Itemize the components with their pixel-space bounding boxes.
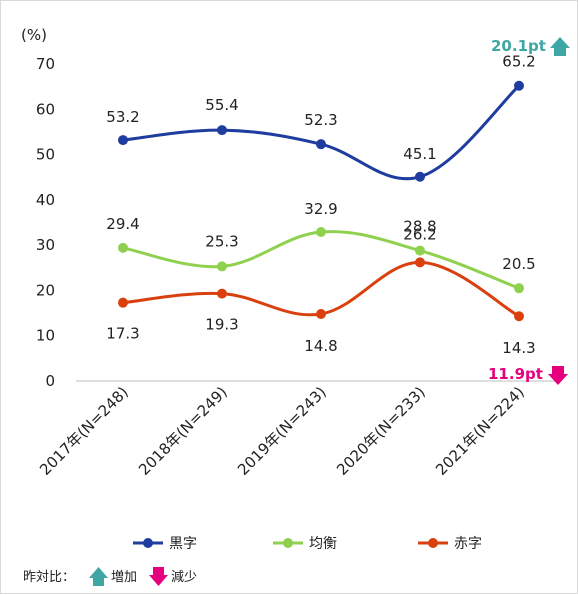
data-point bbox=[514, 283, 524, 294]
y-tick-label: 50 bbox=[36, 146, 55, 164]
decrease-change-label: 11.9pt bbox=[488, 365, 543, 383]
data-label: 17.3 bbox=[106, 325, 139, 343]
y-tick-label: 0 bbox=[45, 372, 55, 390]
data-point bbox=[514, 311, 524, 322]
data-point bbox=[316, 227, 326, 238]
note-decrease-label: 減少 bbox=[171, 569, 197, 585]
y-tick-label: 60 bbox=[36, 100, 55, 118]
legend-marker bbox=[428, 538, 438, 548]
y-tick-label: 30 bbox=[36, 236, 55, 254]
y-tick-label: 10 bbox=[36, 327, 55, 345]
series-lines bbox=[118, 80, 524, 322]
legend: 黒字 均衡 赤字 bbox=[133, 536, 482, 552]
data-label: 14.8 bbox=[304, 337, 337, 355]
data-point bbox=[217, 288, 227, 299]
data-label: 52.3 bbox=[304, 111, 337, 129]
series-line bbox=[122, 260, 520, 318]
series-line bbox=[122, 84, 521, 181]
note-increase-label: 増加 bbox=[111, 570, 137, 585]
legend-marker bbox=[143, 538, 153, 548]
data-point bbox=[514, 80, 524, 91]
data-label: 19.3 bbox=[205, 316, 238, 334]
x-tick-label: 2017年(N=248) bbox=[36, 383, 132, 479]
data-point bbox=[415, 245, 425, 256]
data-point bbox=[415, 171, 425, 182]
y-axis-unit-label: (%) bbox=[21, 26, 47, 44]
data-label: 14.3 bbox=[502, 339, 535, 357]
data-label: 55.4 bbox=[205, 96, 238, 114]
data-label: 29.4 bbox=[106, 215, 139, 233]
data-label: 65.2 bbox=[502, 53, 535, 71]
data-point bbox=[316, 308, 326, 319]
note-prefix: 昨対比： bbox=[23, 570, 75, 585]
data-labels: 53.2 55.4 52.3 45.1 65.2 29.4 25.3 32.9 28.8 20.5… bbox=[106, 53, 535, 358]
increase-change-label: 20.1pt bbox=[491, 37, 546, 55]
legend-item: 均衡 bbox=[273, 536, 337, 552]
legend-label: 赤字 bbox=[454, 536, 482, 552]
data-label: 26.2 bbox=[403, 225, 436, 243]
data-label: 25.3 bbox=[205, 232, 238, 250]
x-tick-label: 2020年(N=233) bbox=[333, 383, 429, 479]
y-axis-ticks: 70 60 50 40 30 20 10 0 bbox=[36, 55, 55, 390]
decrease-arrow-icon bbox=[548, 366, 568, 385]
data-label: 20.5 bbox=[502, 255, 535, 273]
x-tick-label: 2018年(N=249) bbox=[135, 383, 231, 479]
increase-arrow-icon bbox=[550, 37, 570, 56]
legend-label: 均衡 bbox=[309, 536, 337, 552]
data-point bbox=[118, 135, 128, 146]
legend-item: 黒字 bbox=[133, 536, 197, 552]
data-point bbox=[217, 125, 227, 136]
data-label: 28.8 bbox=[403, 218, 436, 236]
series-line bbox=[122, 230, 520, 290]
data-point bbox=[217, 261, 227, 272]
increase-arrow-icon bbox=[89, 567, 108, 586]
legend-item: 赤字 bbox=[418, 536, 482, 552]
data-point bbox=[118, 242, 128, 253]
legend-label: 黒字 bbox=[169, 536, 197, 552]
data-label: 32.9 bbox=[304, 200, 337, 218]
x-tick-label: 2021年(N=224) bbox=[432, 383, 528, 479]
data-point bbox=[118, 297, 128, 308]
data-point bbox=[316, 139, 326, 150]
data-label: 53.2 bbox=[106, 108, 139, 126]
change-annotations: 20.1pt 11.9pt bbox=[488, 37, 570, 385]
y-tick-label: 20 bbox=[36, 281, 55, 299]
y-tick-label: 40 bbox=[36, 191, 55, 209]
x-axis-ticks: 2017年(N=248) 2018年(N=249) 2019年(N=243) 2020… bbox=[36, 383, 528, 479]
y-tick-label: 70 bbox=[36, 55, 55, 73]
legend-marker bbox=[283, 538, 293, 548]
data-label: 45.1 bbox=[403, 145, 436, 163]
x-tick-label: 2019年(N=243) bbox=[234, 383, 330, 479]
decrease-arrow-icon bbox=[149, 567, 168, 586]
year-over-year-note: 昨対比： 増加 減少 bbox=[23, 567, 197, 586]
data-point bbox=[415, 257, 425, 268]
